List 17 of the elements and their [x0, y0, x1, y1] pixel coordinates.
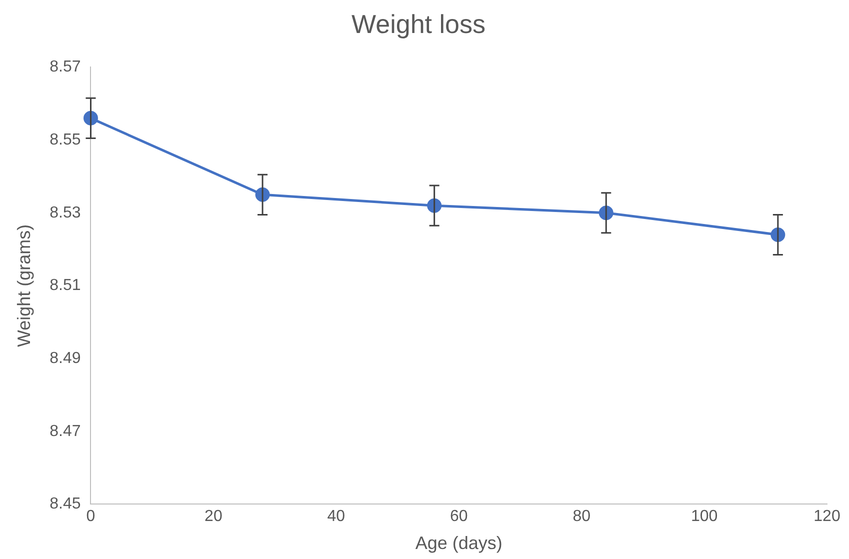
x-tick-label: 20 — [204, 508, 222, 526]
y-tick-label: 8.51 — [50, 277, 81, 294]
y-axis-title: Weight (grams) — [14, 224, 34, 348]
y-tick-label: 8.53 — [50, 204, 81, 222]
x-tick-label: 40 — [327, 508, 346, 526]
x-tick-label: 80 — [572, 508, 591, 526]
y-tick-label: 8.55 — [50, 131, 81, 148]
x-tick-label: 60 — [450, 508, 468, 526]
x-tick-label: 120 — [814, 508, 840, 526]
x-tick-label: 100 — [690, 508, 718, 526]
x-axis-title: Age (days) — [415, 533, 502, 554]
y-tick-label: 8.45 — [50, 496, 81, 513]
y-tick-label: 8.57 — [50, 58, 81, 76]
y-tick-label: 8.49 — [50, 350, 81, 367]
y-tick-label: 8.47 — [50, 422, 81, 440]
x-tick-label: 0 — [86, 508, 96, 526]
chart-title: Weight loss — [352, 8, 486, 39]
